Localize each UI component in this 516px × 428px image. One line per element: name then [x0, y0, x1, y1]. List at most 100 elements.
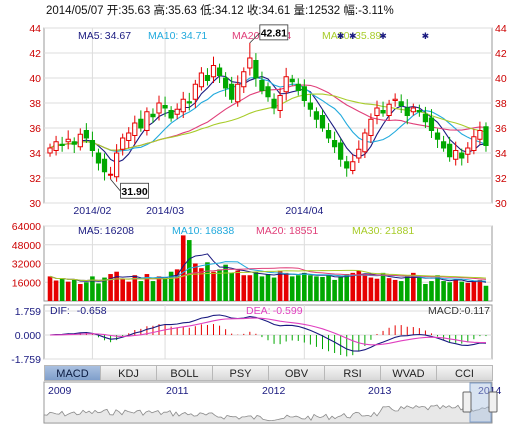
- price-legend-ma30-value: 35.89: [355, 30, 381, 42]
- volume-bar: [302, 272, 307, 301]
- volume-legend-ma20-value: 18551: [289, 225, 318, 237]
- candle-body: [459, 152, 465, 159]
- price-tick-label: 36: [29, 123, 41, 135]
- annotation-box: [120, 182, 149, 199]
- volume-bar: [59, 278, 65, 301]
- volume-bar: [441, 281, 446, 301]
- volume-bar: [386, 278, 392, 301]
- volume-bar: [84, 282, 89, 301]
- tab-macd[interactable]: MACD: [44, 365, 101, 381]
- candle-body: [253, 60, 259, 79]
- candle-body: [150, 113, 156, 118]
- macd-tick-label: 0.000: [15, 330, 41, 342]
- volume-value: 12532: [308, 5, 341, 17]
- price-legend-ma10-label: MA10:: [148, 30, 178, 42]
- candle-body: [156, 102, 162, 114]
- candle-body: [114, 152, 120, 178]
- tab-wvad[interactable]: WVAD: [380, 365, 437, 381]
- volume-bar: [344, 274, 350, 301]
- candle-body: [168, 110, 174, 119]
- volume-bar: [150, 281, 156, 301]
- tab-rsi[interactable]: RSI: [324, 365, 381, 381]
- high-value: 35.63: [168, 5, 197, 17]
- volume-bar: [471, 281, 477, 301]
- tab-psy[interactable]: PSY: [212, 365, 269, 381]
- volume-y-axis: 16000 32000 48000 64000: [12, 221, 41, 289]
- candle-body: [180, 98, 186, 113]
- macd-y-axis: 1.759 0.000 -1.759: [11, 306, 41, 366]
- overview-handle-left: [462, 391, 472, 413]
- price-y-axis: 30 30 32 32 34 34 36 36 38 38 40 40 42 42 44 44: [29, 23, 507, 210]
- tab-kdj[interactable]: KDJ: [100, 365, 157, 381]
- candle-body: [216, 67, 223, 76]
- candle-body: [356, 148, 362, 159]
- candle-body: [241, 71, 247, 88]
- volume-bar: [277, 270, 283, 301]
- volume-bar: [332, 279, 337, 301]
- candle-body: [53, 141, 59, 151]
- overview-selection: [469, 382, 492, 423]
- volume-bar: [308, 275, 313, 301]
- price-tick-label-right: 30: [495, 198, 507, 210]
- volume-bar: [108, 274, 113, 301]
- volume-bar: [241, 275, 247, 301]
- candle-body: [198, 72, 205, 88]
- macd-legend: DIF: -0.658 DEA: -0.599 MACD: -0.117: [50, 305, 490, 317]
- volume-bar: [229, 272, 234, 301]
- price-legend-ma20-label: MA20:: [232, 30, 262, 42]
- volume-legend-ma10-label: MA10:: [172, 225, 202, 237]
- change-value: -3.11%: [358, 5, 394, 17]
- macd-legend-macd-value: -0.117: [461, 305, 490, 317]
- price-tick-label: 32: [29, 173, 41, 185]
- volume-bar: [90, 276, 95, 301]
- candle-body: [319, 115, 326, 129]
- macd-histogram: [55, 324, 487, 357]
- quote-header: 2014/05/07 开:35.63 高:35.63 低:34.12 收:34.…: [46, 2, 394, 18]
- volume-bar: [217, 269, 222, 301]
- volume-bar: [429, 281, 434, 301]
- volume-bar: [380, 272, 386, 301]
- volume-ma5-line: [49, 253, 487, 283]
- overview-year-label: 2013: [368, 385, 392, 397]
- candle-body: [295, 83, 301, 91]
- volume-bar: [447, 282, 452, 301]
- volume-bar: [326, 275, 331, 301]
- candle-body: [271, 98, 277, 109]
- volume-bar: [193, 263, 198, 301]
- volume-bar: [392, 279, 398, 301]
- candle-body: [434, 132, 441, 140]
- volume-bar: [483, 285, 489, 301]
- volume-bar: [168, 271, 174, 301]
- volume-bar: [283, 272, 289, 301]
- volume-bar: [320, 276, 325, 301]
- overview-year-label: 2011: [166, 385, 189, 397]
- volume-bar: [78, 284, 83, 301]
- tab-boll[interactable]: BOLL: [156, 365, 213, 381]
- price-x-tick-label: 2014/04: [285, 205, 323, 217]
- annotation-value: 42.81: [261, 27, 287, 39]
- tab-cci[interactable]: CCI: [436, 365, 493, 381]
- candle-body: [235, 83, 241, 103]
- candle-body: [465, 147, 471, 155]
- price-tick-label-right: 44: [495, 23, 507, 35]
- volume-bar: [199, 268, 204, 301]
- macd-dea-line: [49, 317, 487, 346]
- volume-bar: [47, 276, 53, 301]
- price-x-axis: 2014/02 2014/03 2014/04: [73, 205, 323, 217]
- price-x-tick-label: 2014/03: [146, 205, 184, 217]
- volume-bar: [132, 275, 138, 301]
- candle-body: [77, 133, 83, 148]
- candle-body: [210, 65, 217, 78]
- volume-bar: [71, 279, 77, 301]
- price-tick-label-right: 34: [495, 148, 507, 160]
- overview-year-label: 2012: [262, 385, 286, 397]
- volume-bar: [404, 275, 410, 301]
- candle-body: [301, 86, 307, 101]
- volume-bar: [314, 276, 319, 301]
- tab-obv[interactable]: OBV: [268, 365, 325, 381]
- candle-body: [422, 113, 429, 123]
- price-tick-label: 40: [29, 73, 41, 85]
- candle-body: [325, 130, 332, 139]
- volume-bar: [295, 275, 301, 301]
